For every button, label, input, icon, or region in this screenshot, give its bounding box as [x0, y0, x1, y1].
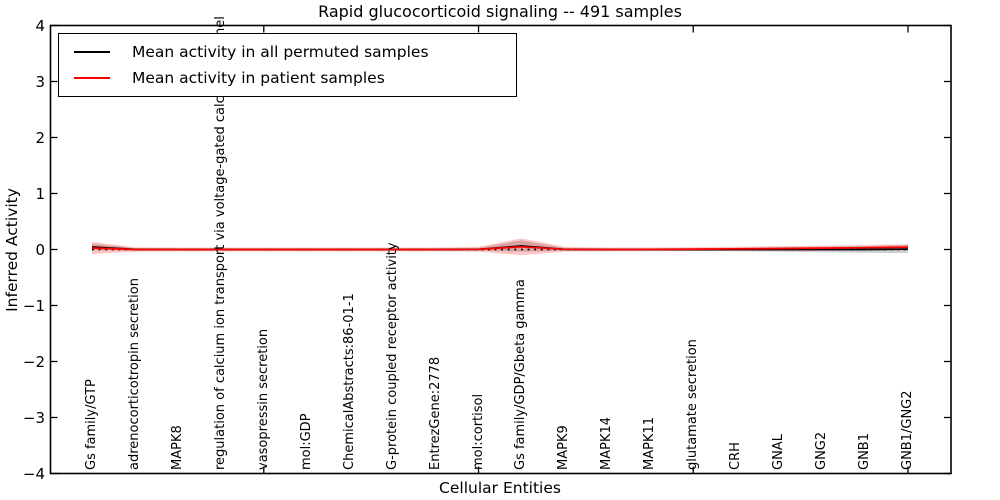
- x-category-label: adrenocorticotropin secretion: [126, 278, 142, 470]
- x-category-label: mol:GDP: [298, 413, 314, 470]
- x-category-label: GNG2: [814, 431, 830, 470]
- chart-title: Rapid glucocorticoid signaling -- 491 sa…: [318, 2, 682, 21]
- x-axis-title: Cellular Entities: [439, 479, 561, 497]
- y-tick-label: −4: [22, 464, 45, 483]
- y-tick-label: 0: [35, 240, 45, 259]
- y-tick-label: 3: [35, 72, 45, 91]
- mean-line-patient: [91, 245, 909, 251]
- x-category-label: MAPK9: [556, 425, 572, 470]
- y-tick-label: 2: [35, 128, 45, 147]
- x-category-label: glutamate secretion: [685, 339, 701, 470]
- x-category-label: G-protein coupled receptor activity: [384, 242, 400, 470]
- legend-item-permuted: Mean activity in all permuted samples: [74, 43, 516, 61]
- x-category-label: MAPK14: [599, 416, 615, 470]
- y-tick-label: −2: [22, 352, 45, 371]
- x-category-label: Gs family/GTP: [84, 379, 99, 470]
- legend-item-patient: Mean activity in patient samples: [74, 69, 516, 87]
- legend: Mean activity in all permuted samples Me…: [58, 33, 517, 97]
- legend-line-sample-permuted: [74, 50, 110, 53]
- x-category-label: GNB1/GNG2: [900, 390, 915, 470]
- legend-line-sample-patient: [74, 77, 110, 80]
- x-category-label: mol:cortisol: [470, 393, 486, 470]
- x-category-label: Gs family/GDP/Gbeta gamma: [513, 279, 529, 470]
- legend-label-patient: Mean activity in patient samples: [132, 69, 385, 88]
- y-tick-label: −1: [22, 296, 45, 315]
- y-tick-label: 1: [35, 184, 45, 203]
- x-category-label: CRH: [728, 442, 744, 470]
- y-tick-label: −3: [22, 408, 45, 427]
- x-category-label: vasopressin secretion: [255, 328, 271, 470]
- x-category-label: GNB1: [857, 433, 873, 470]
- x-category-label: MAPK11: [642, 416, 658, 470]
- x-category-label: EntrezGene:2778: [427, 356, 443, 470]
- legend-label-permuted: Mean activity in all permuted samples: [132, 42, 429, 61]
- y-tick-label: 4: [35, 16, 45, 35]
- x-category-label: GNAL: [771, 434, 787, 470]
- x-category-label: ChemicalAbstracts:86-01-1: [341, 293, 357, 470]
- x-category-label: MAPK8: [169, 425, 185, 470]
